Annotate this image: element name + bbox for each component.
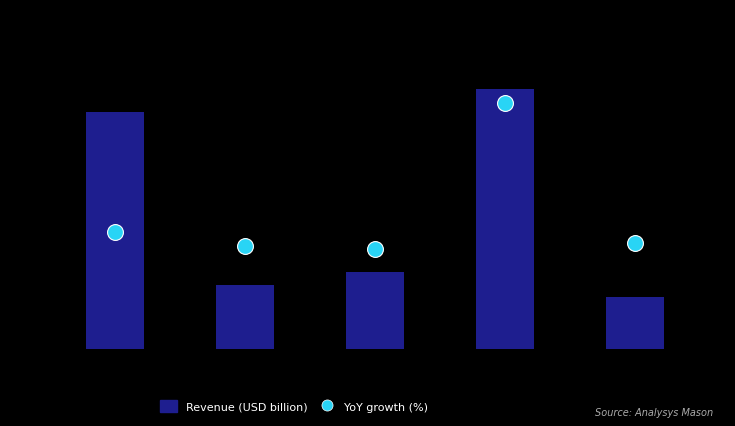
Point (499, 100, 511, 107)
Bar (476, 89, 534, 349)
Point (369, 246, 381, 253)
Bar (215, 285, 274, 349)
Legend: Revenue (USD billion), YoY growth (%): Revenue (USD billion), YoY growth (%) (160, 400, 428, 412)
Bar (606, 297, 664, 349)
Point (109, 229, 121, 236)
Text: Source: Analysys Mason: Source: Analysys Mason (595, 408, 713, 417)
Point (239, 243, 251, 250)
Bar (345, 272, 404, 349)
Bar (85, 112, 144, 349)
Point (629, 240, 641, 247)
